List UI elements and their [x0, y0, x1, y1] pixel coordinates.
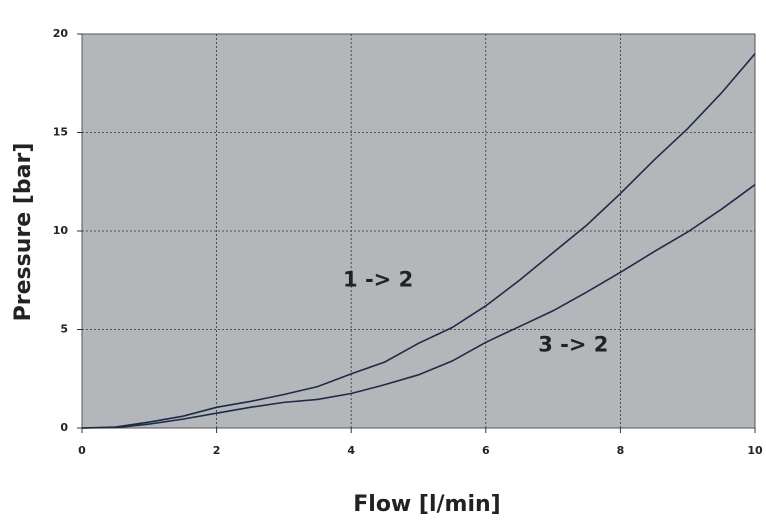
series-label: 1 -> 2: [343, 267, 413, 291]
y-axis-title: Pressure [bar]: [11, 143, 36, 322]
x-tick-label: 0: [78, 444, 86, 457]
x-axis-title: Flow [l/min]: [353, 492, 500, 517]
x-tick-label: 6: [482, 444, 490, 457]
y-tick-label: 20: [53, 27, 69, 40]
series-line: [81, 184, 756, 429]
y-tick-label: 10: [53, 224, 69, 237]
series-label: 3 -> 2: [538, 332, 608, 356]
y-tick-label: 0: [60, 421, 68, 434]
y-tick-label: 15: [53, 126, 68, 139]
x-tick-label: 4: [347, 444, 355, 457]
x-tick-label: 8: [617, 444, 625, 457]
x-tick-label: 2: [213, 444, 221, 457]
series-line: [81, 53, 756, 429]
y-tick-label: 5: [60, 323, 68, 336]
x-tick-label: 10: [747, 444, 763, 457]
